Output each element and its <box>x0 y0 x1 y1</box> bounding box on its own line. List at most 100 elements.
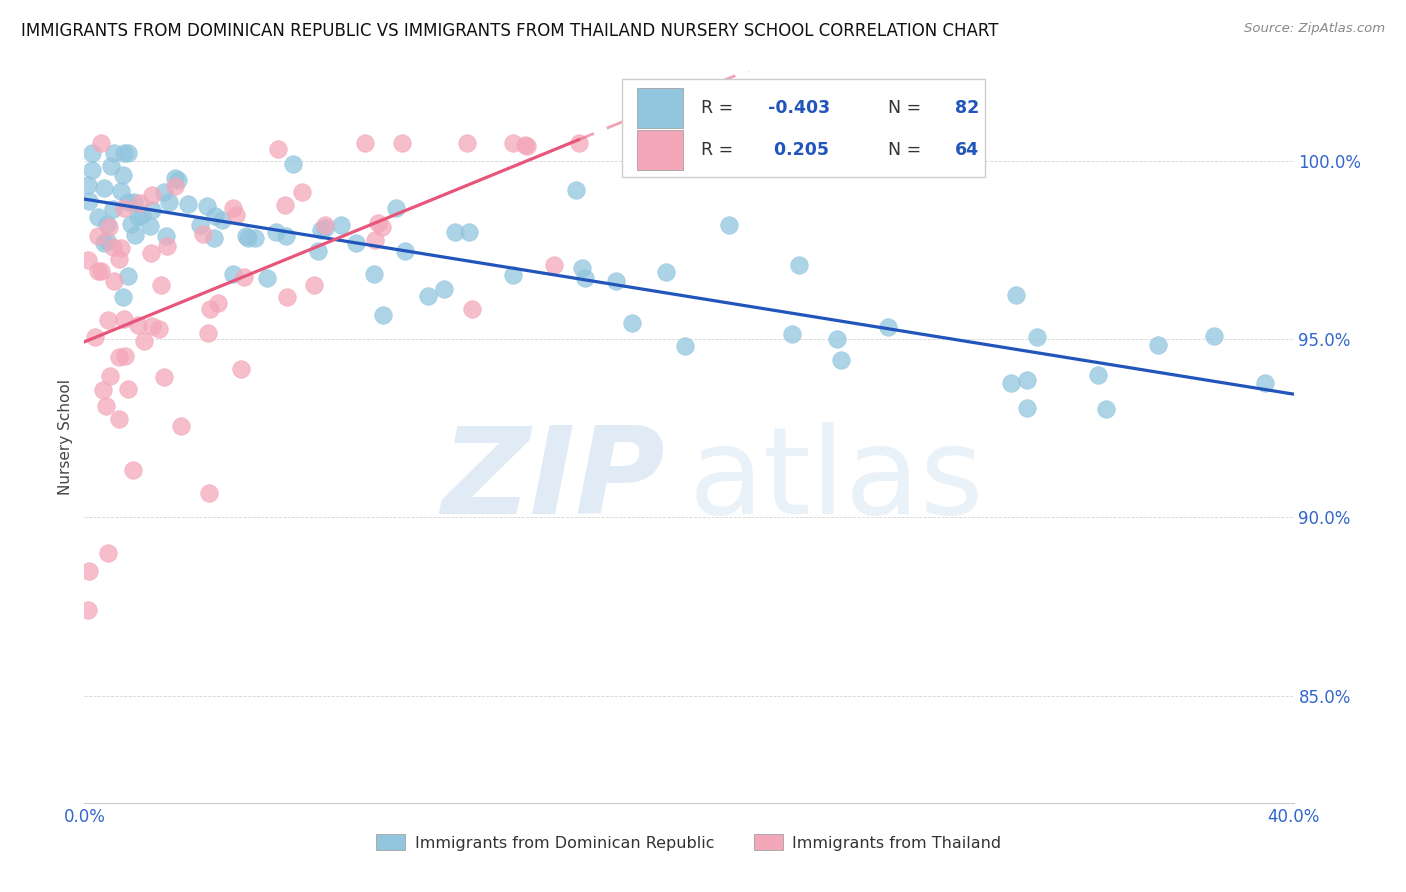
Point <box>191 227 214 241</box>
Point <box>1202 329 1225 343</box>
Point <box>117 146 139 161</box>
Point <box>221 201 243 215</box>
Point <box>235 228 257 243</box>
Point <box>1015 401 1038 415</box>
Point <box>165 179 187 194</box>
Point <box>91 383 114 397</box>
Text: ZIP: ZIP <box>441 423 665 540</box>
Point <box>1253 376 1275 391</box>
Point <box>567 136 589 150</box>
Point <box>101 240 124 254</box>
Point <box>780 326 803 341</box>
Point <box>385 201 408 215</box>
Point <box>103 202 125 216</box>
Point <box>456 136 478 150</box>
Point <box>353 136 375 150</box>
Point <box>141 318 163 333</box>
Point <box>225 209 247 223</box>
Point <box>93 236 115 251</box>
Point <box>433 282 456 296</box>
FancyBboxPatch shape <box>637 88 683 128</box>
Point <box>1005 288 1028 302</box>
Point <box>236 231 259 245</box>
Point <box>204 209 226 223</box>
Point <box>117 268 139 283</box>
Text: Source: ZipAtlas.com: Source: ZipAtlas.com <box>1244 22 1385 36</box>
Point <box>170 419 193 434</box>
Point <box>673 339 696 353</box>
Text: 64: 64 <box>955 141 979 159</box>
Point <box>97 546 120 560</box>
Point <box>86 210 108 224</box>
Point <box>543 259 565 273</box>
Point <box>176 197 198 211</box>
Point <box>157 195 180 210</box>
Point <box>207 296 229 310</box>
Text: 82: 82 <box>955 99 979 117</box>
Point <box>86 228 108 243</box>
Point <box>202 230 225 244</box>
Point <box>100 159 122 173</box>
Point <box>153 186 176 200</box>
Point <box>302 278 325 293</box>
Point <box>621 316 644 330</box>
Point <box>87 263 110 277</box>
Point <box>128 196 150 211</box>
Point <box>291 185 314 199</box>
Point <box>787 258 810 272</box>
Point <box>311 223 333 237</box>
Point <box>267 142 290 156</box>
Text: -0.403: -0.403 <box>768 99 830 117</box>
Point <box>276 290 298 304</box>
Point <box>90 263 112 277</box>
Point <box>825 332 848 346</box>
Point <box>76 252 98 267</box>
Point <box>122 463 145 477</box>
Point <box>90 136 112 150</box>
Point <box>103 274 125 288</box>
Point <box>112 312 135 326</box>
Point <box>120 217 142 231</box>
Point <box>84 330 107 344</box>
Point <box>245 231 267 245</box>
Point <box>1095 402 1118 417</box>
Point <box>114 349 136 363</box>
Point <box>1146 338 1168 352</box>
Text: IMMIGRANTS FROM DOMINICAN REPUBLIC VS IMMIGRANTS FROM THAILAND NURSERY SCHOOL CO: IMMIGRANTS FROM DOMINICAN REPUBLIC VS IM… <box>21 22 998 40</box>
Point <box>1015 373 1038 387</box>
Point <box>222 267 245 281</box>
Legend: Immigrants from Dominican Republic, Immigrants from Thailand: Immigrants from Dominican Republic, Immi… <box>370 828 1008 857</box>
Point <box>718 219 741 233</box>
Point <box>111 290 134 304</box>
Point <box>1026 330 1049 344</box>
Point <box>655 265 678 279</box>
Point <box>131 208 153 222</box>
Point <box>416 288 439 302</box>
Point <box>460 301 482 316</box>
Point <box>127 210 149 224</box>
Point <box>141 187 163 202</box>
Point <box>830 352 852 367</box>
Point <box>77 194 100 208</box>
Point <box>364 233 387 247</box>
Point <box>281 157 304 171</box>
Point <box>314 219 336 233</box>
Point <box>117 194 139 209</box>
Point <box>198 485 221 500</box>
Point <box>1087 368 1109 383</box>
Point <box>111 168 134 182</box>
Point <box>141 202 163 217</box>
Point <box>122 195 145 210</box>
Point <box>502 268 524 282</box>
Point <box>108 411 131 425</box>
Point <box>198 302 221 317</box>
Point <box>371 220 394 235</box>
Point <box>108 351 131 365</box>
Point <box>156 239 179 253</box>
Point <box>132 334 155 349</box>
Point <box>274 198 297 212</box>
Point <box>197 326 219 340</box>
Point <box>77 603 100 617</box>
Point <box>605 274 627 288</box>
Point <box>329 218 352 232</box>
